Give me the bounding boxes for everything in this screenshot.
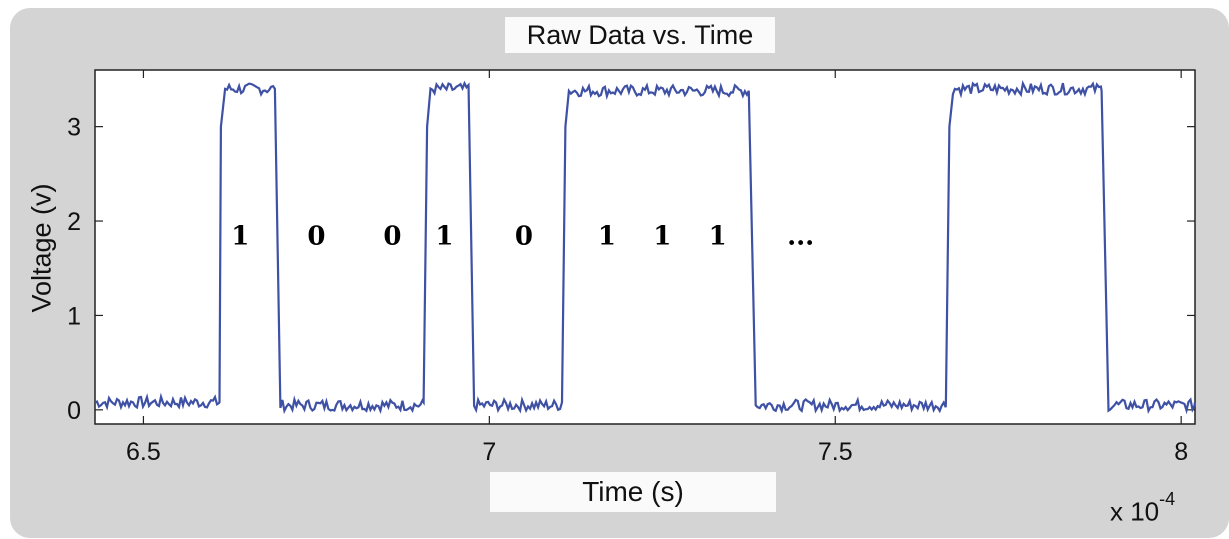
bit-annotation: 1 xyxy=(653,222,671,252)
bit-annotation: 0 xyxy=(383,222,401,252)
x-axis-multiplier-exponent: -4 xyxy=(1159,489,1176,509)
x-tick-label: 6.5 xyxy=(126,438,161,466)
plot-area xyxy=(94,69,1196,425)
bit-annotation: 1 xyxy=(435,222,453,252)
y-tick-label: 0 xyxy=(67,397,81,425)
x-axis-multiplier-base: x 10 xyxy=(1110,496,1160,527)
signal-line xyxy=(94,80,1197,415)
bit-annotation: 1 xyxy=(231,222,249,252)
bit-annotation: 1 xyxy=(709,222,727,252)
bit-annotation: 0 xyxy=(515,222,533,252)
bit-annotation: 1 xyxy=(598,222,616,252)
x-tick-label: 7 xyxy=(482,438,496,466)
x-axis-multiplier: x 10-4 xyxy=(1110,489,1175,528)
x-axis-label: Time (s) xyxy=(490,472,776,512)
bit-annotation: ... xyxy=(787,222,814,252)
y-tick-label: 2 xyxy=(67,208,81,236)
y-tick-label: 1 xyxy=(67,302,81,330)
x-tick-label: 8 xyxy=(1174,438,1188,466)
chart-title: Raw Data vs. Time xyxy=(505,17,775,53)
y-tick-label: 3 xyxy=(67,114,81,142)
bit-annotation: 0 xyxy=(307,222,325,252)
x-tick-label: 7.5 xyxy=(818,438,853,466)
